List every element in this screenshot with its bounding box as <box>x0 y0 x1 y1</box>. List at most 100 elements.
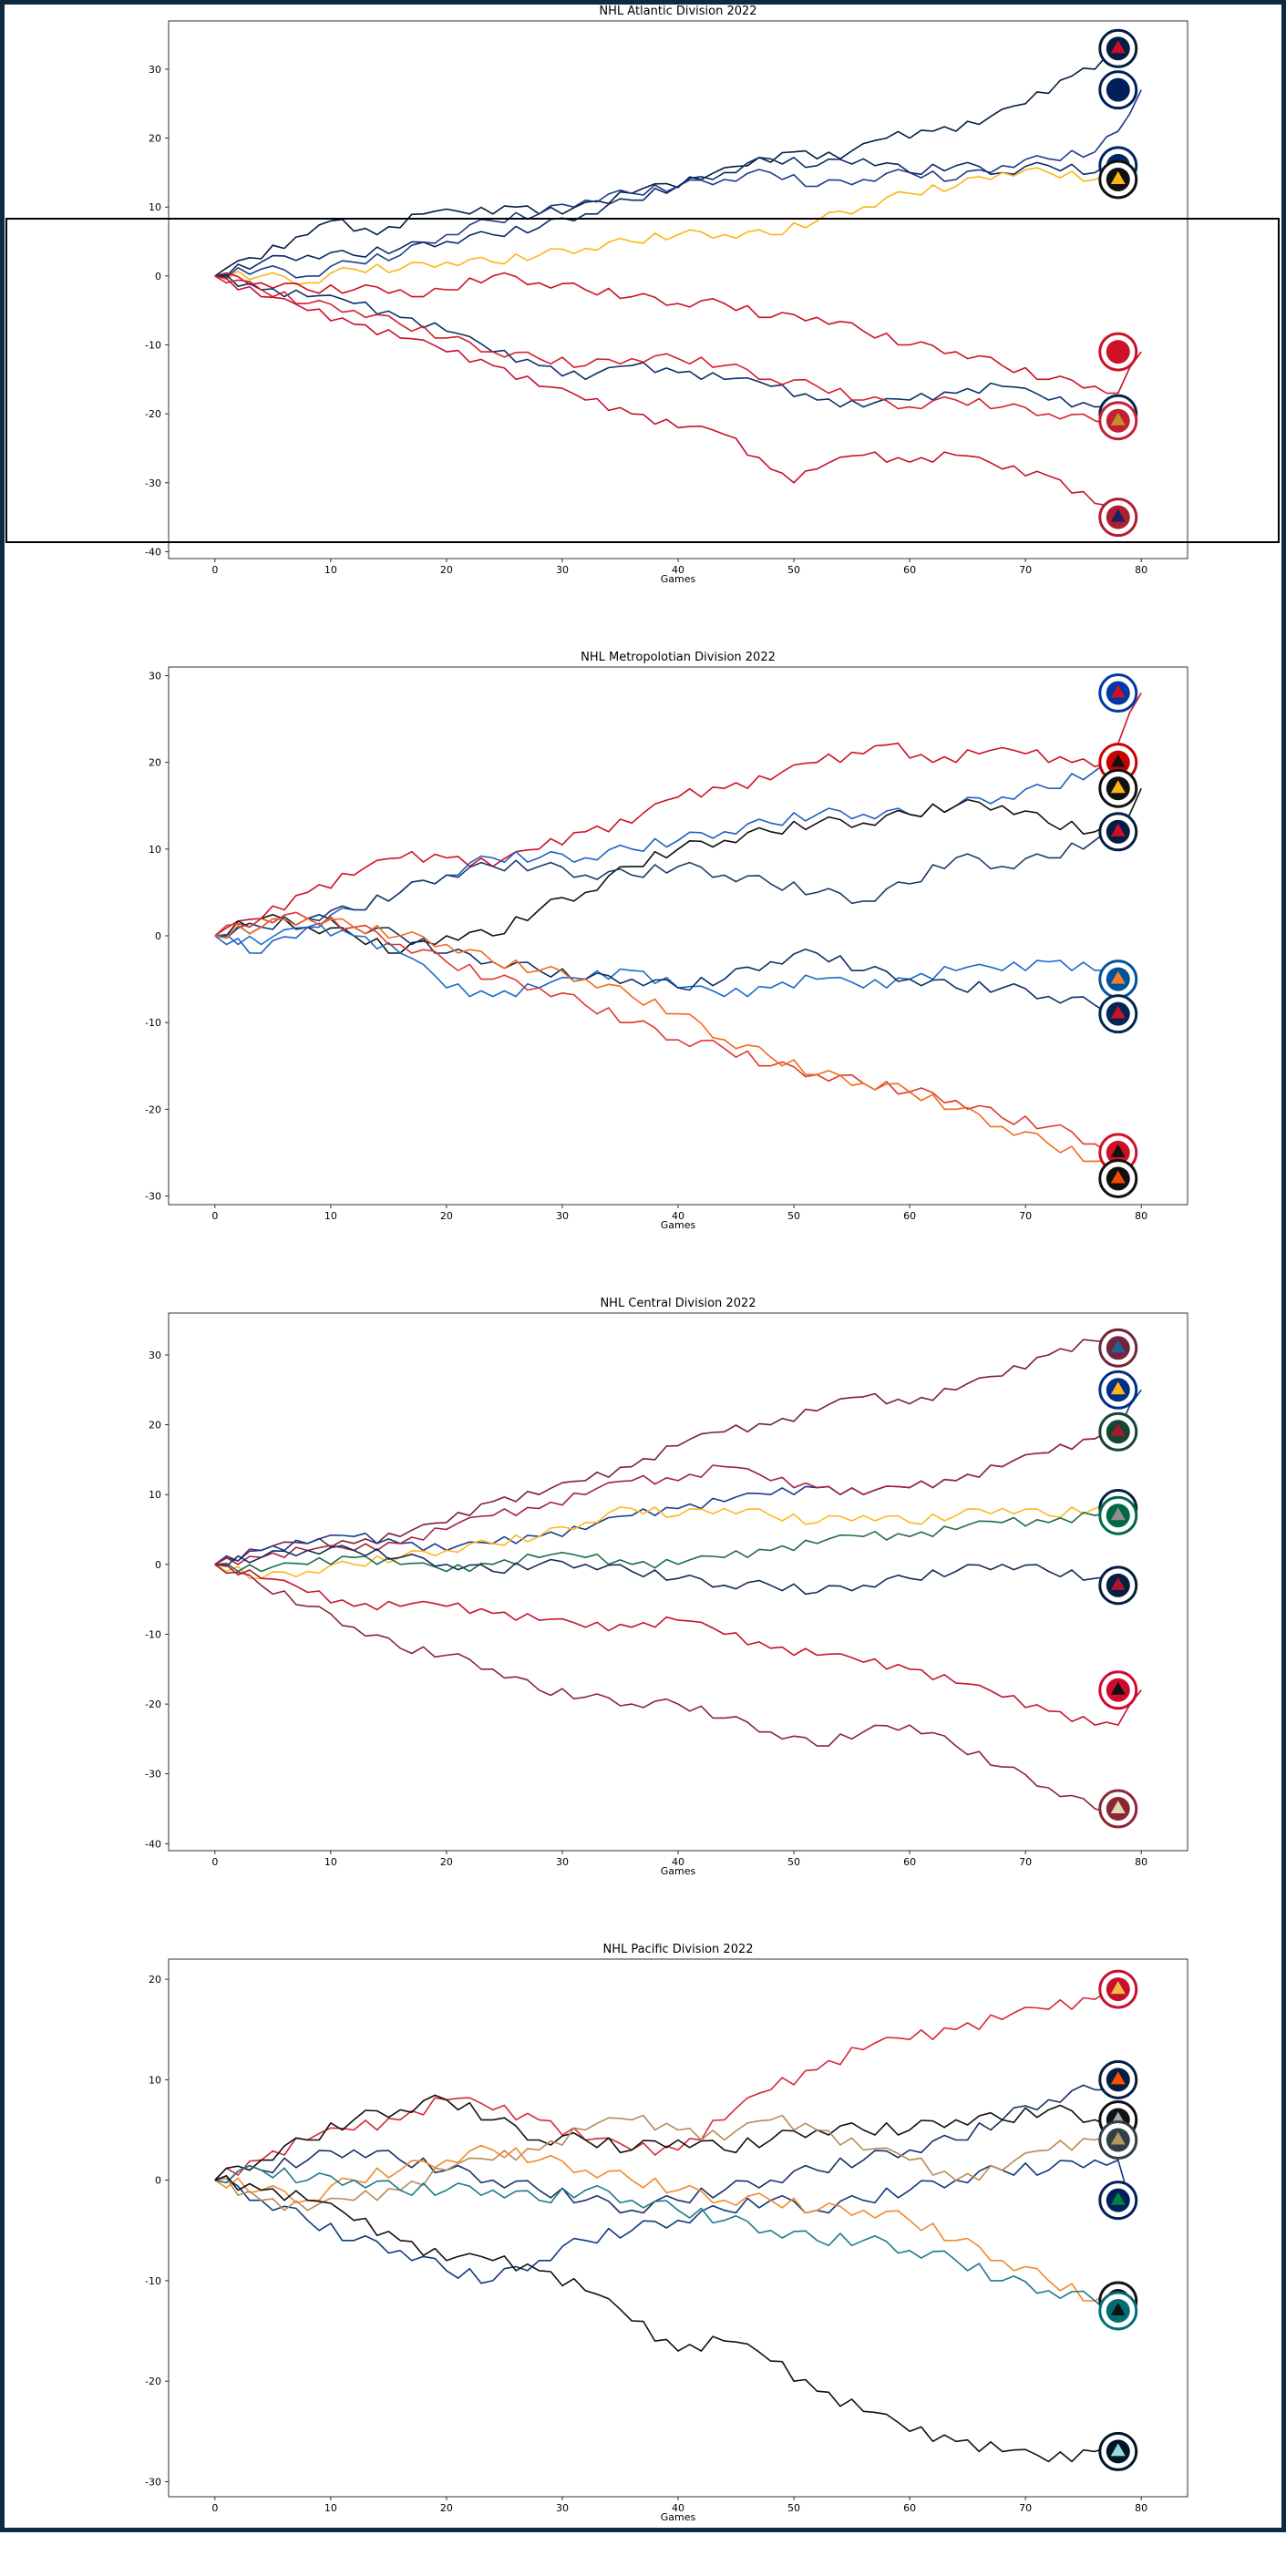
chicago-blackhawks-logo-icon <box>1098 1670 1138 1710</box>
selection-rectangle[interactable] <box>5 218 1280 543</box>
series-line-edmonton-oilers <box>214 2078 1119 2214</box>
y-tick-label: -20 <box>145 1103 161 1115</box>
y-tick-label: 10 <box>149 1489 161 1501</box>
x-tick-label: 80 <box>1135 1856 1147 1868</box>
x-tick-label: 30 <box>556 564 569 576</box>
y-tick-label: 20 <box>149 133 161 145</box>
toronto-maple-leafs-logo-icon <box>1098 70 1138 110</box>
series-line-winnipeg-jets <box>214 1545 1119 1596</box>
chart-title: NHL Atlantic Division 2022 <box>599 5 757 18</box>
seattle-kraken-logo-icon <box>1098 2431 1138 2471</box>
series-line-buffalo-sabres <box>214 273 1130 416</box>
pittsburgh-penguins-logo-icon <box>1098 768 1138 808</box>
y-tick-label: -30 <box>145 1769 161 1781</box>
x-tick-label: 30 <box>556 1856 569 1868</box>
series-line-minnesota-wild <box>214 1431 1118 1565</box>
edmonton-oilers-logo-icon <box>1098 2059 1138 2099</box>
series-line-nashville-predators <box>214 1503 1119 1579</box>
x-tick-label: 10 <box>324 564 337 576</box>
series-line-detroit-red-wings <box>214 272 1142 395</box>
y-tick-label: -30 <box>145 1190 161 1202</box>
x-tick-label: 0 <box>211 2502 218 2514</box>
x-tick-label: 50 <box>787 564 800 576</box>
y-tick-label: 30 <box>149 671 161 682</box>
series-line-san-jose-sharks <box>214 2164 1118 2312</box>
series-line-boston-bruins <box>214 167 1130 286</box>
y-tick-label: 20 <box>149 1974 161 1986</box>
arizona-coyotes-logo-icon <box>1098 1789 1138 1829</box>
x-tick-label: 30 <box>556 2502 569 2514</box>
series-line-st-louis-blues <box>214 1389 1142 1565</box>
x-axis-label: Games <box>660 1219 696 1231</box>
y-tick-label: 20 <box>149 757 161 769</box>
montreal-canadiens-logo-icon <box>1098 498 1138 538</box>
series-line-columbus-blue-jackets <box>214 913 1130 1015</box>
series-line-arizona-coyotes <box>214 1564 1119 1813</box>
x-tick-label: 70 <box>1019 564 1032 576</box>
vegas-golden-knights-logo-icon <box>1098 2120 1138 2160</box>
x-tick-label: 20 <box>440 2502 453 2514</box>
series-line-new-york-islanders <box>214 922 1130 998</box>
y-tick-label: 0 <box>155 271 161 282</box>
x-tick-label: 60 <box>903 1856 916 1868</box>
x-tick-label: 50 <box>787 2502 800 2514</box>
chart-title: NHL Central Division 2022 <box>600 1297 756 1310</box>
x-tick-label: 10 <box>324 2502 337 2514</box>
x-tick-label: 60 <box>903 1210 916 1222</box>
x-tick-label: 80 <box>1135 564 1147 576</box>
y-tick-label: -10 <box>145 340 161 352</box>
chart-svg: 0 10 20 30 40 50 60 70 80 -40 -30 -20 -10 0 10 20 30 <box>145 1312 1188 1868</box>
series-line-ottawa-senators <box>214 275 1130 426</box>
x-tick-label: 20 <box>440 1210 453 1222</box>
y-tick-label: 0 <box>155 930 161 942</box>
calgary-flames-logo-icon <box>1098 1969 1138 2009</box>
y-tick-label: 30 <box>149 1350 161 1361</box>
x-tick-label: 10 <box>324 1856 337 1868</box>
x-tick-label: 30 <box>556 1210 569 1222</box>
plot-frame <box>168 1958 1188 2498</box>
y-tick-label: -10 <box>145 1017 161 1029</box>
chart-svg: 0 10 20 30 40 50 60 70 80 -30 -20 -10 0 10 20 <box>145 1958 1188 2514</box>
x-axis-label: Games <box>660 2511 696 2523</box>
x-tick-label: 50 <box>787 1856 800 1868</box>
series-line-vegas-golden-knights <box>214 2114 1130 2212</box>
y-tick-label: -20 <box>145 1699 161 1710</box>
y-tick-label: 0 <box>155 2175 161 2187</box>
washington-capitals-logo-icon <box>1098 812 1138 852</box>
series-line-carolina-hurricanes <box>214 761 1130 954</box>
y-tick-label: 10 <box>149 844 161 856</box>
series-line-chicago-blackhawks <box>214 1564 1142 1726</box>
series-line-philadelphia-flyers <box>214 918 1131 1180</box>
series-line-pittsburgh-penguins <box>214 787 1142 954</box>
y-tick-label: -40 <box>145 1838 161 1850</box>
vancouver-canucks-logo-icon <box>1098 2181 1138 2221</box>
x-tick-label: 20 <box>440 1856 453 1868</box>
winnipeg-jets-logo-icon <box>1098 1565 1138 1606</box>
x-tick-label: 40 <box>672 564 684 576</box>
x-tick-label: 0 <box>211 564 218 576</box>
boston-bruins-logo-icon <box>1098 159 1138 200</box>
chart-svg: 0 10 20 30 40 50 60 70 80 -40 -30 -20 -10 0 10 20 30 <box>145 20 1188 576</box>
x-tick-label: 60 <box>903 2502 916 2514</box>
y-tick-label: -20 <box>145 2376 161 2387</box>
san-jose-sharks-logo-icon <box>1098 2291 1138 2331</box>
division-chart: NHL Atlantic Division 2022 Games 0 10 20 30 40… <box>0 0 1286 638</box>
plot-frame <box>168 1312 1188 1852</box>
x-tick-label: 0 <box>211 1856 218 1868</box>
series-line-washington-capitals <box>214 830 1130 939</box>
series-line-new-jersey-devils <box>214 911 1130 1154</box>
new-york-rangers-logo-icon <box>1098 673 1138 713</box>
chart-svg: 0 10 20 30 40 50 60 70 80 -30 -20 -10 0 10 20 30 <box>145 666 1188 1222</box>
y-tick-label: -10 <box>145 1628 161 1640</box>
chart-title: NHL Pacific Division 2022 <box>602 1943 754 1956</box>
series-line-colorado-avalanche <box>214 1339 1119 1565</box>
x-tick-label: 40 <box>672 2502 684 2514</box>
division-chart: NHL Metropolotian Division 2022 Games 0 10 2… <box>0 646 1286 1284</box>
x-tick-label: 0 <box>211 1210 218 1222</box>
series-line-florida-panthers <box>214 47 1130 277</box>
dallas-stars-logo-icon <box>1098 1495 1138 1535</box>
x-tick-label: 70 <box>1019 1210 1032 1222</box>
x-tick-label: 80 <box>1135 1210 1147 1222</box>
series-line-vancouver-canucks <box>214 2159 1131 2284</box>
x-axis-label: Games <box>660 1865 696 1877</box>
